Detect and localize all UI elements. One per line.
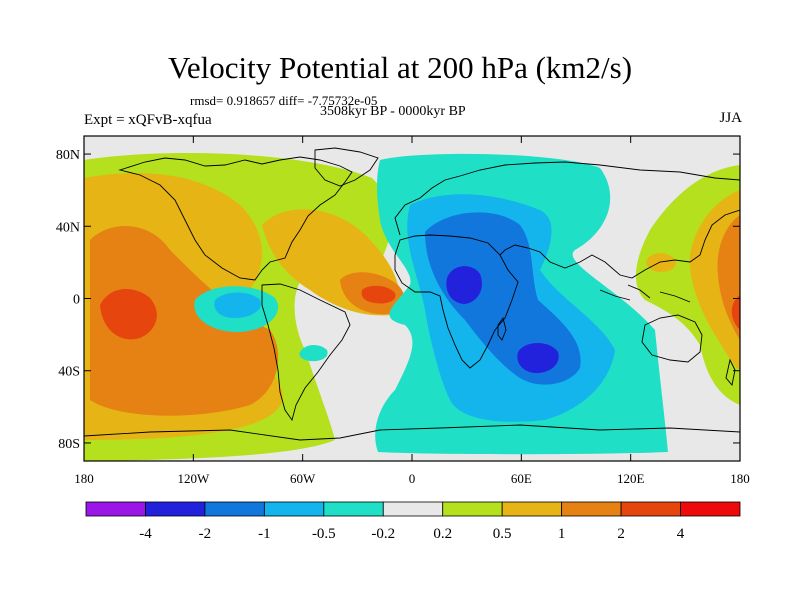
map-axes: 80N 40N 0 40S 80S 180 120W 60W 0 60E 120E 180	[56, 136, 750, 486]
x-tick-label: 180	[74, 471, 94, 486]
colorbar-swatch	[323, 501, 384, 517]
coastlines	[84, 147, 740, 441]
contour-pos-2-asia	[731, 295, 740, 330]
colorbar-swatch	[442, 501, 503, 517]
coastline-antarctica	[84, 424, 740, 441]
contour-neg-2-africa	[446, 266, 483, 304]
season-label: JJA	[719, 110, 742, 126]
colorbar: -4 -2 -1 -0.5 -0.2 0.2 0.5 1 2 4	[85, 501, 741, 542]
colorbar-swatch	[561, 501, 622, 517]
coastline-europe-africa	[394, 234, 519, 369]
x-tick-label: 0	[409, 471, 416, 486]
contour-neg-0.2-pacific-small	[299, 344, 328, 362]
x-tick-label: 180	[730, 471, 750, 486]
colorbar-swatch	[204, 501, 265, 517]
contour-pos-2-atlantic	[361, 285, 396, 304]
colorbar-label: -0.5	[312, 526, 336, 542]
x-tick-label: 60W	[290, 471, 316, 486]
coastline-eurasia	[394, 161, 740, 279]
colorbar-label: 1	[558, 526, 566, 542]
colorbar-label: -4	[139, 526, 152, 542]
coastline-greenland	[314, 147, 379, 187]
x-tick-label: 120E	[617, 471, 645, 486]
y-tick-label: 0	[73, 293, 80, 308]
coastline-north-america	[118, 156, 353, 281]
colorbar-label: -2	[199, 526, 212, 542]
colorbar-swatch	[501, 501, 563, 517]
map-panel: 80N 40N 0 40S 80S 180 120W 60W 0 60E 120E 180	[56, 135, 750, 486]
coastline-south-america	[261, 283, 351, 422]
colorbar-label: 0.5	[493, 526, 512, 542]
chart-title: Velocity Potential at 200 hPa (km2/s)	[167, 50, 633, 85]
colorbar-swatch	[620, 501, 681, 517]
y-tick-label: 40N	[56, 220, 80, 235]
experiment-label: Expt = xQFvB-xqfua	[84, 112, 212, 128]
colorbar-label: -1	[258, 526, 271, 542]
coastline-madagascar	[497, 316, 507, 341]
coastline-australia	[641, 314, 703, 363]
coastline-new-zealand	[725, 358, 736, 386]
x-tick-label: 120W	[177, 471, 210, 486]
contour-neg-2-indian	[517, 343, 559, 374]
colorbar-swatch	[263, 501, 325, 517]
contour-pos-1-americas	[90, 226, 279, 416]
colorbar-swatch	[680, 501, 741, 517]
colorbar-swatch	[145, 501, 206, 517]
colorbar-label: -0.2	[371, 526, 395, 542]
colorbar-label: 4	[677, 526, 685, 542]
y-tick-label: 80S	[58, 437, 80, 452]
x-tick-label: 60E	[511, 471, 532, 486]
colorbar-label: 2	[617, 526, 625, 542]
contour-pos-0.5-westpacific	[646, 253, 676, 272]
contour-pos-2-pacific	[100, 288, 157, 340]
period-label: 3508kyr BP - 0000kyr BP	[320, 104, 466, 119]
contour-fields	[84, 153, 740, 461]
colorbar-swatch	[85, 501, 146, 517]
colorbar-swatch	[382, 501, 444, 517]
y-tick-label: 40S	[58, 365, 80, 380]
coastline-maritime-continent	[599, 284, 691, 303]
colorbar-label: 0.2	[433, 526, 452, 542]
stats-label: rmsd= 0.918657 diff= -7.75732e-05	[190, 93, 378, 108]
contour-neg-1-africa	[425, 212, 581, 385]
y-tick-label: 80N	[56, 148, 80, 163]
contour-neg-0.5-samerica	[214, 292, 261, 318]
